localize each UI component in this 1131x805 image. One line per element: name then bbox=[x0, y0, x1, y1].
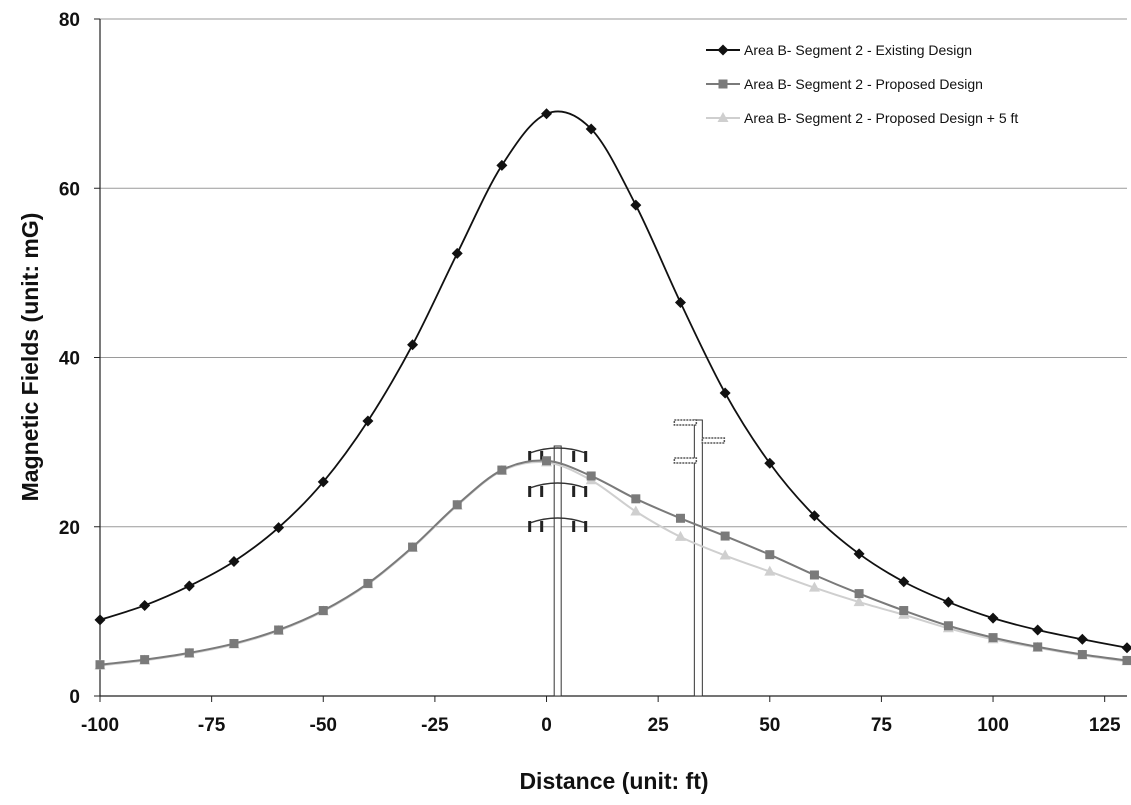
data-point-series-2 bbox=[497, 466, 506, 475]
data-point-series-1 bbox=[541, 108, 552, 119]
insulator-illustration bbox=[584, 451, 587, 462]
legend-marker bbox=[718, 45, 729, 56]
data-point-series-2 bbox=[587, 471, 596, 480]
x-tick-label: -100 bbox=[81, 715, 119, 736]
crossarm-illustration bbox=[702, 438, 724, 443]
x-tick-label: 25 bbox=[648, 715, 670, 736]
data-point-series-2 bbox=[1123, 656, 1131, 665]
series-line-3 bbox=[100, 462, 1127, 666]
y-tick-label: 80 bbox=[59, 10, 80, 31]
insulator-illustration bbox=[572, 486, 575, 497]
data-point-series-2 bbox=[363, 579, 372, 588]
data-point-series-2 bbox=[944, 621, 953, 630]
data-point-series-2 bbox=[989, 633, 998, 642]
data-point-series-1 bbox=[362, 415, 373, 426]
insulator-illustration bbox=[540, 486, 543, 497]
data-point-series-2 bbox=[676, 514, 685, 523]
data-point-series-1 bbox=[184, 580, 195, 591]
data-point-series-2 bbox=[631, 494, 640, 503]
legend-label: Area B- Segment 2 - Proposed Design bbox=[744, 76, 983, 92]
data-point-series-1 bbox=[407, 339, 418, 350]
data-point-series-2 bbox=[274, 625, 283, 634]
insulator-illustration bbox=[584, 521, 587, 532]
x-tick-label: 0 bbox=[541, 715, 552, 736]
data-point-series-1 bbox=[452, 248, 463, 259]
x-tick-label: -25 bbox=[421, 715, 449, 736]
crossarm-illustration bbox=[674, 458, 696, 463]
x-tick-label: 75 bbox=[871, 715, 893, 736]
insulator-illustration bbox=[540, 521, 543, 532]
legend-marker bbox=[719, 80, 728, 89]
data-point-series-1 bbox=[988, 613, 999, 624]
data-point-series-1 bbox=[898, 576, 909, 587]
data-point-series-2 bbox=[1078, 650, 1087, 659]
data-point-series-1 bbox=[720, 388, 731, 399]
legend-label: Area B- Segment 2 - Proposed Design + 5 … bbox=[744, 110, 1018, 126]
y-tick-label: 0 bbox=[69, 687, 80, 708]
data-point-series-1 bbox=[1032, 624, 1043, 635]
data-point-series-2 bbox=[96, 660, 105, 669]
data-point-series-2 bbox=[855, 589, 864, 598]
data-point-series-1 bbox=[1122, 642, 1131, 653]
insulator-illustration bbox=[584, 486, 587, 497]
insulator-illustration bbox=[528, 521, 531, 532]
data-point-series-3 bbox=[630, 506, 641, 516]
y-tick-label: 60 bbox=[59, 179, 80, 200]
x-axis-title: Distance (unit: ft) bbox=[519, 768, 708, 794]
x-tick-label: -50 bbox=[310, 715, 337, 736]
data-point-series-1 bbox=[675, 297, 686, 308]
data-point-series-1 bbox=[943, 597, 954, 608]
structure-layer bbox=[528, 420, 724, 696]
data-point-series-2 bbox=[319, 606, 328, 615]
data-point-series-2 bbox=[140, 655, 149, 664]
data-point-series-1 bbox=[95, 614, 106, 625]
data-point-series-2 bbox=[765, 550, 774, 559]
insulator-illustration bbox=[572, 521, 575, 532]
data-point-series-2 bbox=[229, 639, 238, 648]
data-point-series-1 bbox=[139, 600, 150, 611]
x-tick-label: 125 bbox=[1089, 715, 1121, 736]
series-line-1 bbox=[100, 111, 1127, 647]
x-tick-label: -75 bbox=[198, 715, 226, 736]
grid-layer bbox=[100, 19, 1127, 527]
x-tick-label: 50 bbox=[759, 715, 780, 736]
x-tick-label: 100 bbox=[977, 715, 1009, 736]
y-axis-title: Magnetic Fields (unit: mG) bbox=[17, 213, 43, 502]
data-point-series-2 bbox=[899, 606, 908, 615]
data-point-series-1 bbox=[228, 556, 239, 567]
legend-label: Area B- Segment 2 - Existing Design bbox=[744, 42, 972, 58]
data-point-series-2 bbox=[408, 543, 417, 552]
y-tick-label: 20 bbox=[59, 518, 80, 539]
insulator-illustration bbox=[528, 486, 531, 497]
insulator-illustration bbox=[572, 451, 575, 462]
legend: Area B- Segment 2 - Existing Design Area … bbox=[706, 42, 1018, 126]
data-point-series-2 bbox=[185, 648, 194, 657]
data-point-series-2 bbox=[721, 532, 730, 541]
y-tick-label: 40 bbox=[59, 349, 80, 370]
data-point-series-2 bbox=[1033, 642, 1042, 651]
data-point-series-1 bbox=[630, 200, 641, 211]
data-point-series-1 bbox=[496, 160, 507, 171]
crossarm-illustration bbox=[674, 420, 696, 425]
series-layer bbox=[95, 108, 1131, 669]
data-point-series-2 bbox=[810, 570, 819, 579]
data-point-series-2 bbox=[542, 456, 551, 465]
data-point-series-2 bbox=[453, 500, 462, 509]
data-point-series-1 bbox=[1077, 634, 1088, 645]
